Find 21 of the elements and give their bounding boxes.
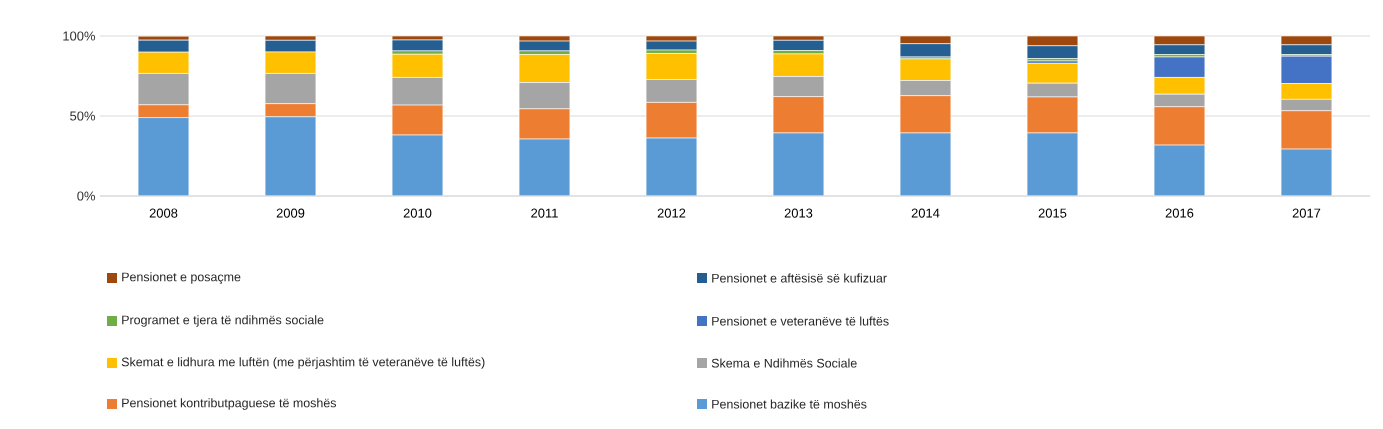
x-tick-label: 2015 bbox=[1038, 208, 1067, 218]
legend-label: Skema e Ndihmës Sociale bbox=[711, 358, 857, 368]
y-tick-label: 0% bbox=[77, 191, 96, 201]
y-tick-label: 100% bbox=[63, 31, 96, 41]
legend-label: Pensionet bazike të moshës bbox=[712, 399, 867, 409]
x-tick-label: 2009 bbox=[276, 208, 305, 218]
x-tick-label: 2016 bbox=[1165, 208, 1194, 218]
legend-label: Pensionet e posaçme bbox=[122, 272, 241, 284]
x-tick-label: 2017 bbox=[1292, 208, 1321, 218]
legend-label: Pensionet kontributpaguese të moshës bbox=[122, 398, 337, 410]
legend-label: Pensionet e veteranëve të luftës bbox=[712, 316, 889, 326]
legend-label: Pensionet e aftësisë së kufizuar bbox=[712, 273, 887, 283]
x-tick-label: 2008 bbox=[149, 208, 178, 218]
y-tick-label: 50% bbox=[70, 111, 96, 121]
x-tick-label: 2014 bbox=[911, 208, 940, 218]
x-tick-label: 2011 bbox=[531, 208, 558, 218]
x-tick-label: 2010 bbox=[403, 208, 432, 218]
x-tick-label: 2013 bbox=[784, 208, 813, 218]
x-tick-label: 2012 bbox=[657, 208, 686, 218]
legend-label: Programet e tjera të ndihmës sociale bbox=[122, 315, 324, 327]
legend-label: Skemat e lidhura me luftën (me përjashtim të veteranëve të luftës) bbox=[121, 357, 485, 369]
